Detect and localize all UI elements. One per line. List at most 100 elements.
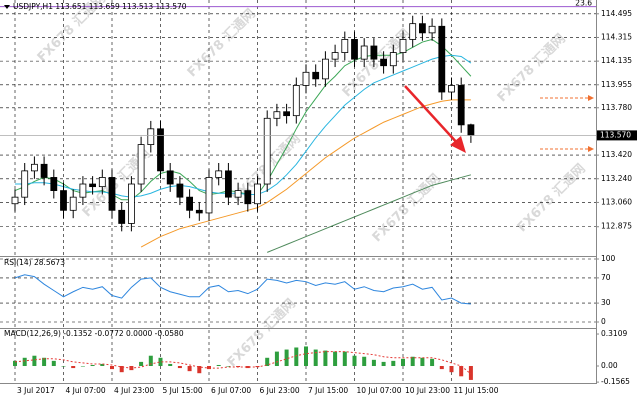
macd-bar — [265, 357, 270, 367]
moving-average — [15, 54, 472, 198]
macd-bar — [148, 355, 153, 367]
macd-bar — [61, 366, 66, 367]
macd-bar — [42, 357, 47, 367]
candle-body — [69, 196, 77, 211]
macd-bar — [333, 351, 338, 367]
macd-bar — [468, 366, 473, 380]
x-tick-label: 6 Jul 07:00 — [211, 386, 251, 395]
candle-body — [137, 144, 145, 185]
chart-title: USDJPY,H1 113.651 113.659 113.513 113.57… — [13, 2, 187, 11]
macd-bar — [32, 355, 37, 367]
macd-bar — [80, 366, 85, 367]
x-tick-label: 11 Jul 15:00 — [454, 386, 499, 395]
candle-body — [244, 190, 252, 205]
candle-body — [186, 196, 194, 211]
candle-body — [21, 170, 29, 198]
candle-body — [60, 190, 67, 211]
y-tick-label: 0 — [601, 317, 606, 326]
x-tick-label: 5 Jul 15:00 — [163, 386, 203, 395]
candle-body — [389, 52, 397, 67]
macd-bar — [304, 346, 308, 367]
macd-bar — [226, 366, 231, 367]
candle-body — [273, 111, 281, 119]
macd-bar — [430, 358, 435, 367]
macd-bar — [449, 366, 454, 373]
macd-bar — [313, 349, 318, 367]
candle-body — [254, 183, 261, 205]
macd-bar — [342, 351, 347, 367]
candle-body — [195, 209, 203, 214]
y-tick-label: 70 — [601, 273, 611, 282]
macd-bar — [439, 366, 444, 370]
macd-bar — [168, 363, 173, 367]
macd-bar — [216, 364, 221, 367]
y-tick-label: 114.495 — [601, 9, 632, 18]
y-tick-label: 113.420 — [601, 150, 632, 159]
candle-body — [409, 23, 417, 40]
candle-body — [428, 25, 436, 34]
candle-body — [11, 196, 19, 205]
candle-body — [283, 111, 291, 117]
y-tick-label: 114.135 — [601, 56, 632, 65]
candle-body — [176, 183, 184, 198]
macd-bar — [51, 360, 56, 367]
macd-bar — [245, 366, 250, 369]
current-price-box — [597, 130, 637, 141]
x-tick-label: 3 Jul 2017 — [17, 386, 55, 395]
candle-body — [89, 183, 96, 188]
candle-body — [438, 25, 446, 93]
menu-icon[interactable] — [4, 5, 10, 9]
y-tick-label: 113.060 — [601, 197, 632, 206]
candle-body — [205, 177, 213, 214]
candle-body — [98, 177, 106, 188]
candle-body — [380, 58, 388, 67]
macd-bar — [381, 361, 386, 367]
moving-average — [140, 99, 471, 248]
candle-body — [341, 39, 349, 53]
macd-bar — [158, 357, 163, 367]
candle-body — [312, 71, 320, 80]
y-tick-label: 114.315 — [601, 32, 632, 41]
macd-bar — [100, 363, 105, 367]
y-tick-label: 112.875 — [601, 222, 632, 231]
x-tick-label: 4 Jul 07:00 — [66, 386, 106, 395]
red-arrow — [404, 85, 460, 146]
macd-bar — [284, 349, 289, 367]
x-tick-label: 4 Jul 23:00 — [114, 386, 154, 395]
macd-bar — [420, 357, 425, 367]
y-tick-label: -0.1565 — [601, 377, 630, 386]
candle-body — [234, 190, 242, 198]
candle-body — [263, 117, 271, 185]
candle-body — [292, 85, 300, 117]
macd-bar — [362, 356, 367, 367]
macd-bar — [410, 356, 415, 367]
candle-body — [157, 128, 164, 172]
candle-body — [448, 85, 455, 93]
macd-bar — [13, 360, 17, 367]
candle-body — [418, 23, 426, 34]
macd-bar — [197, 366, 202, 374]
macd-bar — [119, 366, 124, 373]
moving-average — [267, 174, 472, 253]
candle-body — [30, 163, 38, 172]
y-tick-label: 100 — [601, 254, 616, 263]
macd-bar — [90, 364, 95, 367]
candle-body — [331, 52, 339, 60]
y-tick-label: 0.00 — [601, 361, 618, 370]
x-tick-label: 10 Jul 23:00 — [405, 386, 450, 395]
candle-body — [467, 124, 475, 136]
candle-body — [360, 45, 368, 60]
candle-body — [40, 163, 48, 178]
candle-body — [370, 45, 378, 60]
candle-body — [127, 183, 135, 224]
candle-body — [399, 39, 407, 53]
candle-body — [321, 58, 329, 80]
candle-body — [147, 128, 155, 145]
x-tick-label: 6 Jul 23:00 — [260, 386, 300, 395]
current-price-label: 113.570 — [600, 130, 631, 139]
orange-arrow-head — [588, 146, 594, 152]
y-tick-label: 113.955 — [601, 80, 632, 89]
